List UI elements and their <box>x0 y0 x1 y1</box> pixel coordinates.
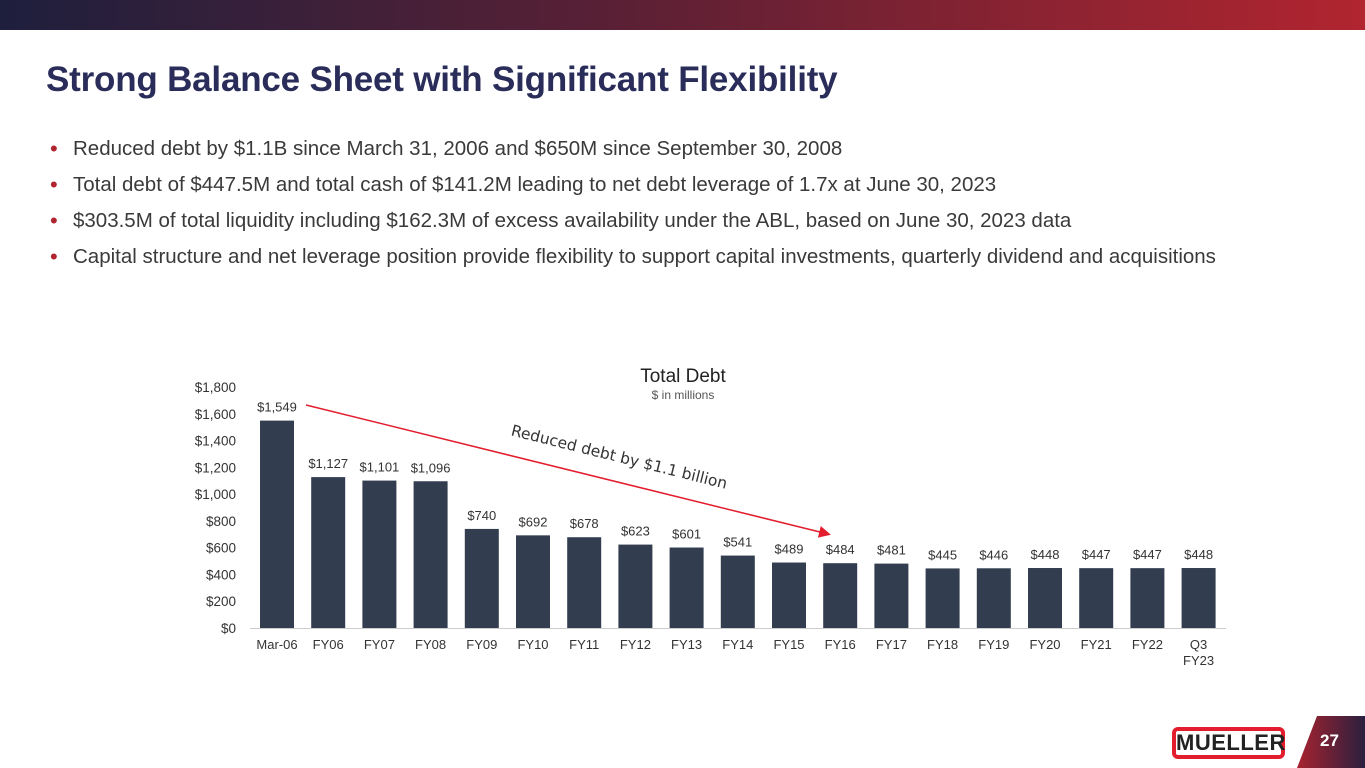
data-label: $481 <box>877 543 906 558</box>
mueller-logo: MUELLER <box>1172 727 1285 759</box>
bar <box>618 544 653 628</box>
bullet-item: • $303.5M of total liquidity including $1… <box>50 208 1072 233</box>
bar <box>1181 568 1216 628</box>
bullet-item: • Capital structure and net leverage posi… <box>50 244 1216 269</box>
data-label: $692 <box>519 514 548 529</box>
data-label: $484 <box>826 542 855 557</box>
x-tick-label: FY22 <box>1132 637 1163 652</box>
x-tick-label: FY09 <box>466 637 497 652</box>
x-tick-label: FY23 <box>1183 653 1214 668</box>
x-tick-label: FY08 <box>415 637 446 652</box>
data-label: $678 <box>570 516 599 531</box>
chart-subtitle: $ in millions <box>652 388 715 402</box>
data-label: $1,127 <box>308 456 348 471</box>
bullet-list: • Reduced debt by $1.1B since March 31, 2… <box>48 136 1328 280</box>
x-tick-label: FY19 <box>978 637 1009 652</box>
x-tick-label: Mar-06 <box>256 637 297 652</box>
bar <box>1028 568 1062 628</box>
x-tick-label: FY12 <box>620 637 651 652</box>
y-tick-label: $200 <box>206 594 236 609</box>
bar <box>567 537 602 628</box>
bar <box>874 563 909 628</box>
data-label: $541 <box>723 535 752 550</box>
bar <box>311 477 346 628</box>
x-tick-label: FY13 <box>671 637 702 652</box>
bullet-item: • Reduced debt by $1.1B since March 31, 2… <box>50 136 843 161</box>
bullet-item: • Total debt of $447.5M and total cash of… <box>50 172 997 197</box>
x-tick-label: FY20 <box>1029 637 1060 652</box>
bar <box>976 568 1011 628</box>
data-label: $601 <box>672 527 701 542</box>
x-tick-label: FY15 <box>773 637 804 652</box>
top-banner <box>0 0 1365 30</box>
data-label: $1,549 <box>257 400 297 415</box>
x-tick-label: FY21 <box>1081 637 1112 652</box>
x-tick-label: FY11 <box>569 637 599 652</box>
y-tick-label: $1,800 <box>195 380 236 395</box>
bar <box>925 568 960 628</box>
x-tick-label: FY16 <box>825 637 856 652</box>
y-tick-label: $1,000 <box>195 487 236 502</box>
bar <box>823 563 858 628</box>
y-tick-label: $400 <box>206 567 236 582</box>
data-label: $445 <box>928 547 957 562</box>
data-label: $623 <box>621 524 650 539</box>
page-number: 27 <box>1320 731 1339 750</box>
bar <box>516 535 550 628</box>
data-label: $447 <box>1082 547 1111 562</box>
bar <box>669 547 704 628</box>
x-tick-label: FY14 <box>722 637 753 652</box>
data-label: $446 <box>979 547 1008 562</box>
y-tick-label: $600 <box>206 541 236 556</box>
x-tick-label: FY18 <box>927 637 958 652</box>
bar <box>362 480 397 628</box>
bullet-icon: • <box>50 244 58 269</box>
data-label: $448 <box>1031 547 1060 562</box>
bar <box>413 481 448 628</box>
data-label: $489 <box>775 542 804 557</box>
bullet-icon: • <box>50 172 58 197</box>
x-tick-label: FY17 <box>876 637 907 652</box>
x-tick-label: Q3 <box>1190 637 1207 652</box>
page-title: Strong Balance Sheet with Significant Fl… <box>46 60 838 99</box>
data-label: $1,096 <box>411 460 451 475</box>
y-tick-label: $800 <box>206 514 236 529</box>
bullet-icon: • <box>50 136 58 161</box>
data-label: $1,101 <box>360 460 400 475</box>
bullet-icon: • <box>50 208 58 233</box>
data-label: $447 <box>1133 547 1162 562</box>
bar <box>1079 568 1114 628</box>
data-label: $448 <box>1184 547 1213 562</box>
x-tick-label: FY06 <box>313 637 344 652</box>
y-tick-label: $0 <box>221 621 236 636</box>
x-tick-label: FY07 <box>364 637 395 652</box>
bar <box>260 420 294 628</box>
y-tick-label: $1,400 <box>195 434 236 449</box>
x-tick-label: FY10 <box>517 637 548 652</box>
bar <box>720 555 755 628</box>
trend-arrow <box>305 404 831 538</box>
bar <box>1130 568 1165 628</box>
bar <box>464 528 499 628</box>
bar <box>772 562 806 628</box>
y-tick-label: $1,600 <box>195 407 236 422</box>
chart-title: Total Debt <box>640 366 726 387</box>
y-tick-label: $1,200 <box>195 460 236 475</box>
data-label: $740 <box>467 508 496 523</box>
